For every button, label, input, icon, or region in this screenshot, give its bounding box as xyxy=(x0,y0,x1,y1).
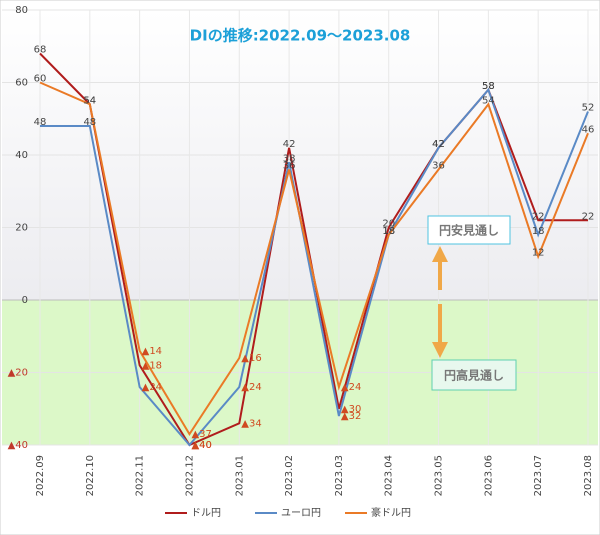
data-label: 68 xyxy=(34,45,47,56)
legend-label: ドル円 xyxy=(191,508,221,519)
y-tick-label: 60 xyxy=(15,78,28,89)
data-label: 48 xyxy=(83,117,96,128)
data-label: 36 xyxy=(283,161,296,172)
data-label: 60 xyxy=(34,74,47,85)
x-tick-label: 2023.04 xyxy=(384,455,395,496)
data-label: 52 xyxy=(582,103,595,114)
x-tick-label: 2023.06 xyxy=(483,455,494,496)
data-label: ▲18 xyxy=(142,360,162,371)
x-tick-label: 2023.08 xyxy=(583,455,594,496)
data-label: 18 xyxy=(382,226,395,237)
x-tick-label: 2023.05 xyxy=(434,455,445,496)
data-label: 54 xyxy=(482,95,495,106)
data-label: ▲24 xyxy=(142,382,162,393)
x-tick-label: 2022.11 xyxy=(135,455,146,496)
data-label: ▲16 xyxy=(241,353,261,364)
data-label: 42 xyxy=(432,139,445,150)
legend-label: 豪ドル円 xyxy=(371,506,411,519)
data-label: 54 xyxy=(83,95,96,106)
x-tick-label: 2022.12 xyxy=(184,455,195,496)
series-line xyxy=(40,87,589,447)
data-label: 42 xyxy=(283,139,296,150)
y-tick-label: 80 xyxy=(15,5,28,16)
x-tick-label: 2022.09 xyxy=(35,455,46,496)
y-tick-label: ▲40 xyxy=(8,440,28,451)
data-label: ▲37 xyxy=(191,429,211,440)
note-box xyxy=(427,215,511,245)
y-tick-label: ▲20 xyxy=(8,368,28,379)
note-box xyxy=(431,359,517,391)
data-label: 38 xyxy=(283,153,296,164)
x-tick-label: 2022.10 xyxy=(85,455,96,496)
data-label: 18 xyxy=(532,226,545,237)
y-tick-label: 40 xyxy=(15,150,28,161)
data-label: ▲14 xyxy=(142,346,162,357)
data-label: 22 xyxy=(582,211,595,222)
y-tick-label: 0 xyxy=(22,295,28,306)
data-label: 48 xyxy=(34,117,47,128)
data-label: ▲40 xyxy=(191,440,211,451)
data-label: 18 xyxy=(382,226,395,237)
annotation: 円安見通し xyxy=(439,223,499,238)
data-label: 36 xyxy=(432,161,445,172)
chart-title: DIの推移:2022.09～2023.08 xyxy=(190,27,411,45)
data-label: ▲40 xyxy=(191,440,211,451)
data-label: 54 xyxy=(83,95,96,106)
data-label: 22 xyxy=(532,211,545,222)
x-tick-label: 2023.07 xyxy=(533,455,544,496)
annotation: 円高見通し xyxy=(444,368,504,383)
data-label: 46 xyxy=(582,124,595,135)
legend-label: ユーロ円 xyxy=(281,508,321,519)
data-label: ▲30 xyxy=(341,404,361,415)
x-tick-label: 2023.03 xyxy=(334,455,345,496)
series-line xyxy=(39,81,589,437)
data-label: ▲32 xyxy=(341,411,361,422)
arrows xyxy=(432,246,448,358)
data-label: 58 xyxy=(482,81,495,92)
data-label: 20 xyxy=(382,219,395,230)
data-label: 42 xyxy=(432,139,445,150)
x-tick-label: 2023.02 xyxy=(284,455,295,496)
data-label: 12 xyxy=(532,248,545,259)
data-label: 58 xyxy=(482,81,495,92)
data-label: ▲24 xyxy=(341,382,361,393)
x-tick-label: 2023.01 xyxy=(234,455,245,496)
y-tick-label: 20 xyxy=(15,223,28,234)
data-label: ▲34 xyxy=(241,418,261,429)
data-label: ▲24 xyxy=(241,382,261,393)
